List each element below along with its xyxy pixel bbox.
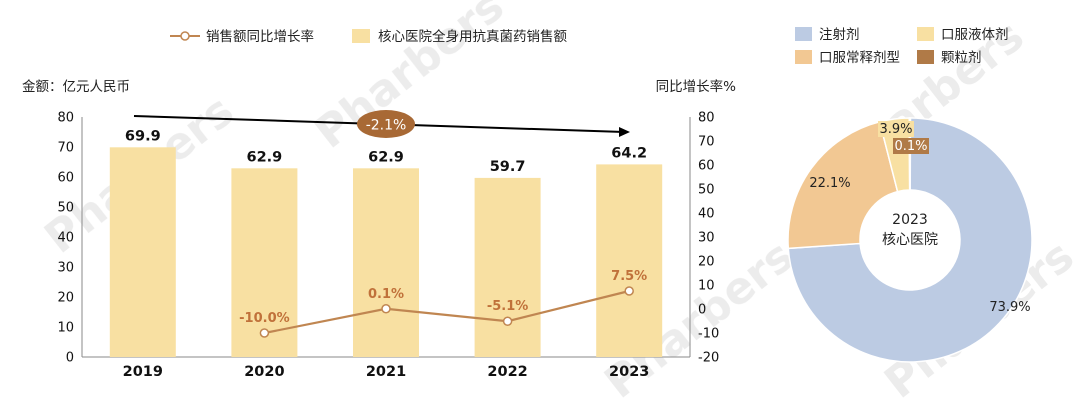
y-right-tick-label: 50 <box>698 183 715 198</box>
donut-slice <box>787 120 899 250</box>
bar <box>231 168 298 357</box>
legend-bar-label: 核心医院全身用抗真菌药销售额 <box>378 28 567 45</box>
y-left-tick-label: 30 <box>57 261 74 276</box>
y-right-tick-label: 60 <box>698 159 715 174</box>
legend-swatch-granules <box>917 50 934 64</box>
donut-labels: 73.9% 22.1% 3.9% 0.1% <box>809 121 1031 315</box>
cagr-badge <box>357 110 415 138</box>
y-left-tick-label: 10 <box>57 321 74 336</box>
y-right-tick-label: 30 <box>698 231 715 246</box>
growth-value-label: 7.5% <box>611 269 647 284</box>
y-left-tick-label: 40 <box>57 231 74 246</box>
legend-bar-swatch <box>352 29 370 43</box>
growth-line <box>264 289 630 335</box>
x-tick-label: 2019 <box>123 364 163 380</box>
donut-legend: 注射剂 口服液体剂 口服常释剂型 颗粒剂 <box>795 27 1009 66</box>
bar-value-label: 69.9 <box>125 128 161 144</box>
growth-point <box>381 304 391 314</box>
y-right-tick-label: 20 <box>698 255 715 270</box>
donut-label-bg <box>893 138 929 154</box>
legend-label-oral-liquid: 口服液体剂 <box>941 27 1009 43</box>
combo-legend: 销售额同比增长率 核心医院全身用抗真菌药销售额 <box>170 28 567 45</box>
growth-point <box>259 328 270 338</box>
y-right-tick-label: 0 <box>698 303 706 318</box>
y-right-tick-label: 70 <box>698 135 715 150</box>
y-left-tick-label: 50 <box>57 201 74 216</box>
y-right-tick-label: 80 <box>698 111 715 126</box>
bar-value-label: 64.2 <box>611 145 647 161</box>
legend-line-marker <box>180 31 190 41</box>
x-tick-label: 2023 <box>609 364 649 380</box>
donut-label-bg <box>878 121 914 137</box>
bar-value-label: 62.9 <box>247 149 283 165</box>
donut-center-year: 2023 <box>892 212 928 228</box>
x-tick-label: 2022 <box>487 364 527 380</box>
legend-label-granules: 颗粒剂 <box>941 50 982 66</box>
legend-swatch-oral-liquid <box>917 27 934 41</box>
donut-slice-label: 3.9% <box>879 122 912 137</box>
y-left-tick-label: 80 <box>57 111 74 126</box>
y-left-axis-title: 金额：亿元人民币 <box>22 79 130 95</box>
cagr-value: -2.1% <box>366 118 407 134</box>
watermark-text: Pharbers <box>305 0 513 159</box>
legend-label-oral-solid: 口服常释剂型 <box>819 50 900 66</box>
x-tick-label: 2021 <box>366 364 406 380</box>
bars-group <box>109 147 663 357</box>
x-ticks: 2019 2020 2021 2022 2023 <box>123 364 650 380</box>
legend-swatch-injection <box>795 27 812 41</box>
growth-value-label: 0.1% <box>368 287 404 302</box>
y-right-tick-label: 40 <box>698 207 715 222</box>
donut-slice-label: 0.1% <box>894 139 927 154</box>
bar-value-label: 59.7 <box>490 159 526 175</box>
cagr-annotation: -2.1% <box>133 110 630 138</box>
donut-slice-label: 73.9% <box>989 300 1030 315</box>
legend-swatch-oral-solid <box>795 50 812 64</box>
bar-value-label: 62.9 <box>368 149 404 165</box>
y-right-ticks: -20 -10 0 10 20 30 40 50 60 70 80 <box>698 111 719 366</box>
bar <box>109 147 176 357</box>
y-left-tick-label: 0 <box>66 351 74 366</box>
y-right-tick-label: 10 <box>698 279 715 294</box>
legend-line-label: 销售额同比增长率 <box>206 28 314 45</box>
bar <box>596 164 663 357</box>
donut-center-label: 核心医院 <box>882 232 938 248</box>
growth-value-label: -10.0% <box>239 311 290 326</box>
y-left-tick-label: 70 <box>57 141 74 156</box>
legend-label-injection: 注射剂 <box>819 27 860 43</box>
cagr-arrowhead <box>619 127 630 137</box>
donut-slice <box>787 117 1033 363</box>
growth-point <box>502 316 513 326</box>
bar <box>353 168 419 357</box>
growth-value-label: -5.1% <box>487 299 528 314</box>
growth-point <box>624 286 634 296</box>
x-tick-label: 2020 <box>244 364 284 380</box>
y-left-tick-label: 60 <box>57 171 74 186</box>
y-left-ticks: 0 10 20 30 40 50 60 70 80 <box>57 111 74 366</box>
growth-line-group: -10.0% 0.1% -5.1% 7.5% <box>239 269 647 338</box>
bar-labels-group: 69.9 62.9 62.9 59.7 64.2 <box>125 128 647 175</box>
y-right-tick-label: -10 <box>698 327 719 342</box>
bar <box>474 177 541 357</box>
y-left-tick-label: 20 <box>57 291 74 306</box>
donut-slice-label: 22.1% <box>809 176 850 191</box>
y-right-axis-title: 同比增长率% <box>656 78 736 95</box>
y-right-tick-label: -20 <box>698 351 719 366</box>
